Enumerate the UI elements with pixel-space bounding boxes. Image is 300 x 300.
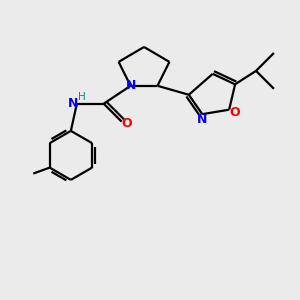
Text: N: N bbox=[125, 79, 136, 92]
Text: N: N bbox=[196, 113, 207, 126]
Text: N: N bbox=[68, 97, 78, 110]
Text: H: H bbox=[78, 92, 86, 102]
Text: O: O bbox=[230, 106, 240, 119]
Text: O: O bbox=[122, 117, 132, 130]
